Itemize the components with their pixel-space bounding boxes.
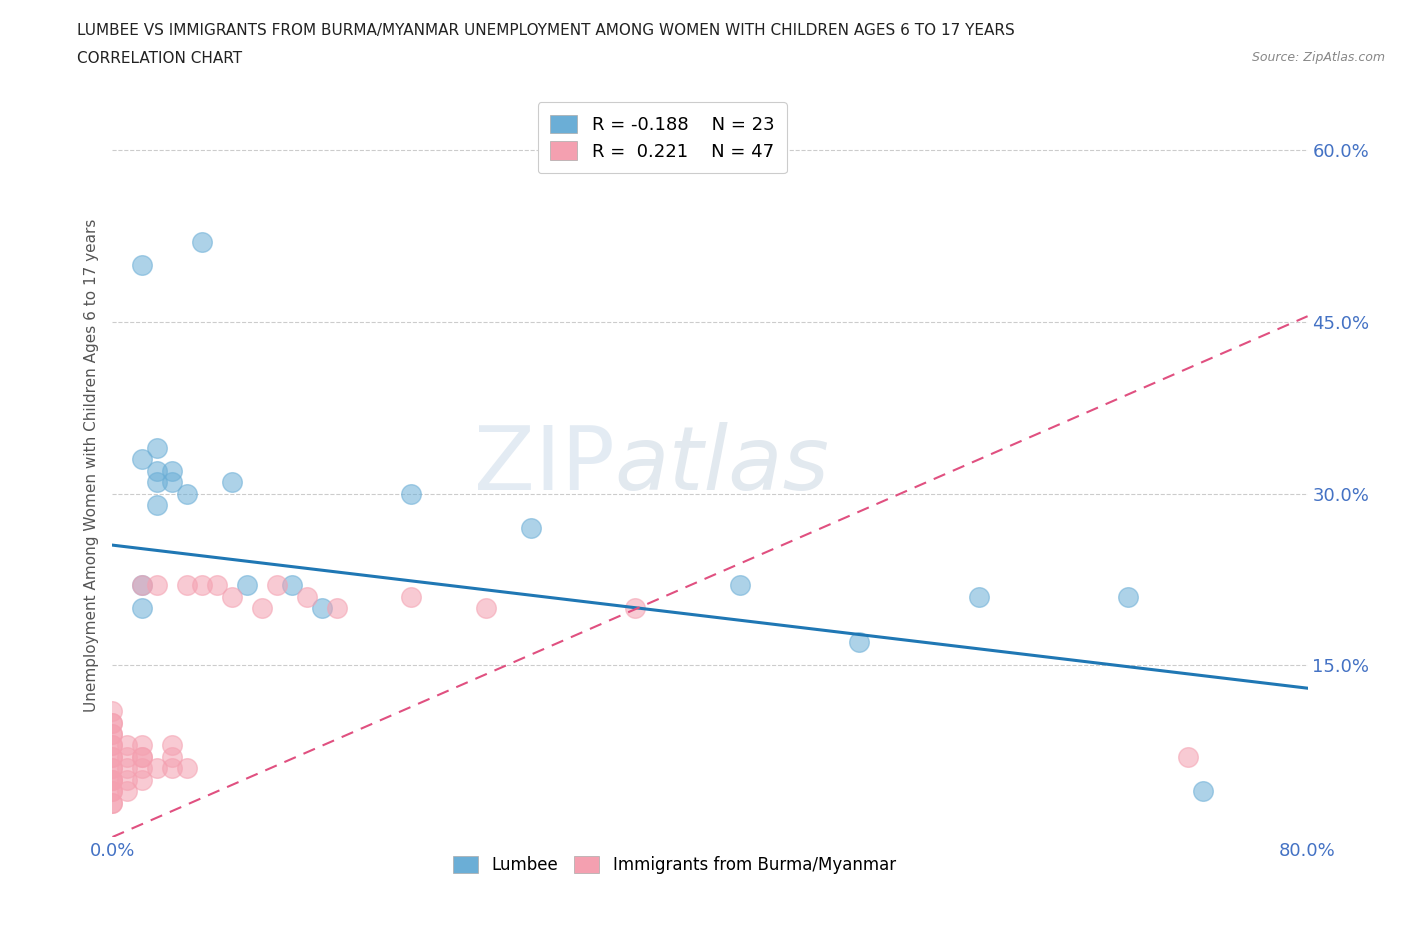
Text: LUMBEE VS IMMIGRANTS FROM BURMA/MYANMAR UNEMPLOYMENT AMONG WOMEN WITH CHILDREN A: LUMBEE VS IMMIGRANTS FROM BURMA/MYANMAR …	[77, 23, 1015, 38]
Point	[131, 601, 153, 616]
Point	[236, 578, 259, 592]
Point	[295, 590, 318, 604]
Point	[325, 601, 347, 616]
Point	[131, 578, 153, 592]
Point	[131, 738, 153, 753]
Point	[117, 772, 139, 787]
Point	[101, 784, 124, 799]
Point	[101, 795, 124, 810]
Point	[401, 590, 423, 604]
Point	[131, 258, 153, 272]
Point	[146, 441, 169, 456]
Point	[848, 635, 870, 650]
Point	[117, 738, 139, 753]
Point	[131, 772, 153, 787]
Point	[475, 601, 498, 616]
Point	[311, 601, 333, 616]
Point	[101, 761, 124, 776]
Point	[146, 761, 169, 776]
Point	[162, 738, 183, 753]
Point	[131, 750, 153, 764]
Point	[101, 715, 124, 730]
Point	[101, 772, 124, 787]
Point	[624, 601, 647, 616]
Point	[101, 704, 124, 719]
Point	[101, 795, 124, 810]
Point	[146, 474, 169, 489]
Text: CORRELATION CHART: CORRELATION CHART	[77, 51, 242, 66]
Point	[101, 761, 124, 776]
Point	[250, 601, 273, 616]
Point	[131, 578, 153, 592]
Legend: Lumbee, Immigrants from Burma/Myanmar: Lumbee, Immigrants from Burma/Myanmar	[446, 849, 903, 881]
Point	[101, 738, 124, 753]
Point	[176, 761, 198, 776]
Y-axis label: Unemployment Among Women with Children Ages 6 to 17 years: Unemployment Among Women with Children A…	[83, 219, 98, 711]
Point	[146, 498, 169, 512]
Point	[162, 761, 183, 776]
Text: ZIP: ZIP	[474, 421, 614, 509]
Point	[266, 578, 288, 592]
Point	[162, 750, 183, 764]
Point	[1177, 750, 1199, 764]
Point	[221, 474, 243, 489]
Point	[101, 772, 124, 787]
Point	[101, 784, 124, 799]
Text: atlas: atlas	[614, 422, 830, 508]
Point	[221, 590, 243, 604]
Point	[967, 590, 990, 604]
Point	[1118, 590, 1140, 604]
Point	[117, 784, 139, 799]
Point	[401, 486, 423, 501]
Point	[101, 750, 124, 764]
Text: Source: ZipAtlas.com: Source: ZipAtlas.com	[1251, 51, 1385, 64]
Point	[520, 521, 543, 536]
Point	[728, 578, 751, 592]
Point	[101, 772, 124, 787]
Point	[162, 463, 183, 478]
Point	[117, 750, 139, 764]
Point	[131, 750, 153, 764]
Point	[205, 578, 228, 592]
Point	[101, 750, 124, 764]
Point	[101, 715, 124, 730]
Point	[131, 761, 153, 776]
Point	[162, 474, 183, 489]
Point	[1192, 784, 1215, 799]
Point	[176, 486, 198, 501]
Point	[281, 578, 304, 592]
Point	[146, 578, 169, 592]
Point	[101, 726, 124, 741]
Point	[146, 463, 169, 478]
Point	[191, 234, 214, 249]
Point	[176, 578, 198, 592]
Point	[117, 761, 139, 776]
Point	[101, 726, 124, 741]
Point	[131, 452, 153, 467]
Point	[101, 738, 124, 753]
Point	[191, 578, 214, 592]
